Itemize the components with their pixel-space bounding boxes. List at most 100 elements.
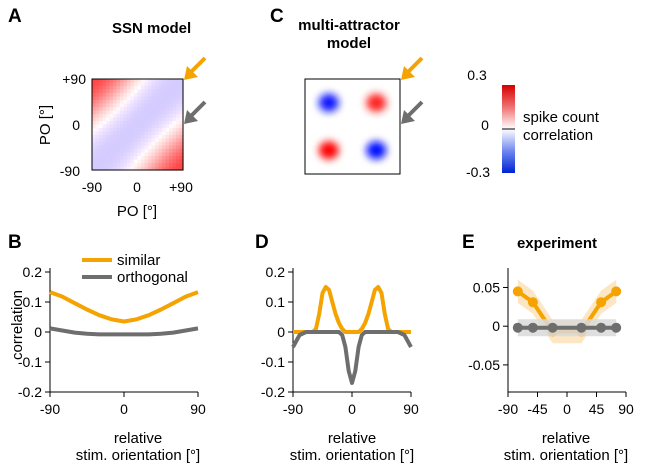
heatmap-cell (123, 89, 128, 94)
heatmap-cell (141, 156, 146, 161)
heatmap-cell (106, 82, 111, 87)
panel-letter-a: A (8, 6, 22, 27)
heatmap-cell (106, 145, 111, 150)
heatmap-cell (151, 100, 156, 105)
heatmap-cell (134, 159, 139, 164)
y-tick-label: 0.1 (266, 294, 286, 310)
heatmap-cell (113, 82, 118, 87)
heatmap-cell (137, 124, 142, 129)
heatmap-cell (123, 149, 128, 154)
heatmap-cell (127, 135, 132, 140)
heatmap-cell (102, 138, 107, 143)
panel-b-xlabel-line1: relative (114, 430, 162, 447)
heatmap-cell (137, 82, 142, 87)
heatmap-cell (148, 135, 153, 140)
heatmap-cell (99, 149, 104, 154)
heatmap-cell (123, 156, 128, 161)
heatmap-cell (120, 131, 125, 136)
heatmap-cell (179, 138, 184, 143)
series-point-orthogonal (611, 322, 622, 333)
heatmap-cell (109, 152, 114, 157)
heatmap-cell (165, 96, 170, 101)
heatmap-cell (106, 117, 111, 122)
heatmap-cell (95, 145, 100, 150)
heatmap-cell (141, 121, 146, 126)
heatmap-cell (158, 103, 163, 108)
heatmap-cell (130, 107, 135, 112)
heatmap-cell (165, 89, 170, 94)
heatmap-cell (106, 138, 111, 143)
heatmap-cell (148, 121, 153, 126)
heatmap-cell (162, 107, 167, 112)
heatmap-cell (116, 79, 121, 84)
heatmap-cell (120, 89, 125, 94)
heatmap-cell (172, 110, 177, 115)
heatmap-cell (162, 121, 167, 126)
series-point-orthogonal (547, 322, 558, 333)
heatmap-cell (144, 93, 149, 98)
heatmap-cell (144, 142, 149, 147)
heatmap-cell (162, 152, 167, 157)
heatmap-cell (179, 107, 184, 112)
heatmap-cell (151, 159, 156, 164)
heatmap-cell (113, 86, 118, 91)
heatmap-cell (134, 128, 139, 133)
panel-a-title: SSN model (112, 20, 191, 37)
heatmap-cell (127, 107, 132, 112)
heatmap-cell (179, 103, 184, 108)
heatmap-cell (113, 103, 118, 108)
heatmap-cell (148, 163, 153, 168)
heatmap-cell (137, 145, 142, 150)
heatmap-cell (116, 103, 121, 108)
heatmap-cell (144, 110, 149, 115)
heatmap-cell (134, 131, 139, 136)
heatmap-cell (123, 93, 128, 98)
heatmap-cell (113, 100, 118, 105)
heatmap-cell (155, 79, 160, 84)
heatmap-cell (148, 142, 153, 147)
heatmap-cell (95, 86, 100, 91)
heatmap-cell (102, 107, 107, 112)
heatmap-cell (130, 82, 135, 87)
heatmap-cell (127, 163, 132, 168)
heatmap-cell (106, 128, 111, 133)
heatmap-cell (106, 89, 111, 94)
heatmap-cell (134, 100, 139, 105)
heatmap-cell (172, 96, 177, 101)
y-tick-label: 0.2 (266, 264, 286, 280)
series-line-orthogonal (49, 326, 199, 337)
heatmap-cell (106, 166, 111, 171)
heatmap-cell (151, 93, 156, 98)
heatmap-cell (120, 159, 125, 164)
heatmap-cell (158, 86, 163, 91)
heatmap-cell (179, 93, 184, 98)
panel-e-xlabel-line1: relative (542, 430, 590, 447)
heatmap-blob (366, 93, 387, 112)
heatmap-cell (109, 110, 114, 115)
heatmap-cell (179, 86, 184, 91)
panel-e-chart: 0.05 0 -0.05 -90 -45 0 45 90 (468, 268, 634, 417)
series-point-similar (512, 286, 523, 297)
heatmap-cell (120, 142, 125, 147)
heatmap-cell (137, 79, 142, 84)
series-point-similar (527, 297, 538, 308)
heatmap-cell (158, 138, 163, 143)
heatmap-cell (106, 100, 111, 105)
heatmap-cell (144, 138, 149, 143)
heatmap-cell (141, 124, 146, 129)
heatmap-cell (169, 117, 174, 122)
heatmap-cell (109, 131, 114, 136)
heatmap-cell (141, 128, 146, 133)
heatmap-cell (179, 79, 184, 84)
panel-c-title-line1: multi-attractor (298, 17, 400, 34)
heatmap-cell (172, 93, 177, 98)
heatmap-cell (169, 82, 174, 87)
heatmap-cell (130, 163, 135, 168)
heatmap-cell (169, 138, 174, 143)
heatmap-cell (92, 107, 97, 112)
heatmap-cell (179, 89, 184, 94)
heatmap-cell (130, 145, 135, 150)
panel-letter-e: E (462, 232, 475, 253)
series-point-orthogonal (512, 322, 523, 333)
heatmap-cell (123, 128, 128, 133)
